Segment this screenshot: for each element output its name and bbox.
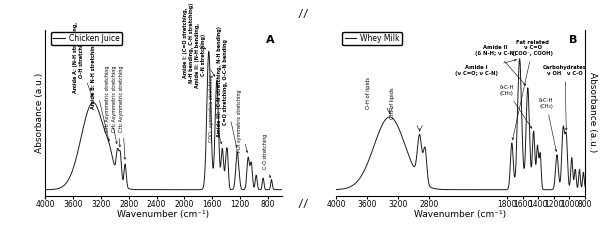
- Text: PO₂ symmetric stretching: PO₂ symmetric stretching: [237, 90, 248, 152]
- Text: CH₂ Asymmetric stretching: CH₂ Asymmetric stretching: [106, 66, 118, 144]
- Text: //: //: [297, 9, 309, 19]
- Text: δ-C-H
(CH₃): δ-C-H (CH₃): [500, 85, 532, 128]
- Text: Amide A: (N-H stretching,
O-H stretching): Amide A: (N-H stretching, O-H stretching…: [73, 22, 92, 96]
- Text: Amide I
(ν C=O; ν C-N): Amide I (ν C=O; ν C-N): [455, 59, 517, 76]
- Text: CH₂ Asymmetric stretching: CH₂ Asymmetric stretching: [112, 66, 121, 147]
- Text: Amide B: N-H stretching: Amide B: N-H stretching: [91, 42, 110, 141]
- Text: C-O stretching: C-O stretching: [263, 134, 271, 178]
- Text: Amide II
(δ N-H; ν C-N): Amide II (δ N-H; ν C-N): [475, 45, 526, 85]
- Text: //: //: [297, 199, 309, 209]
- Legend: Chicken Juice: Chicken Juice: [51, 32, 122, 45]
- Y-axis label: Absorbance (a.u.): Absorbance (a.u.): [35, 73, 44, 153]
- Text: CH₂ of lipids: CH₂ of lipids: [389, 87, 395, 119]
- Text: O-H of lipids: O-H of lipids: [366, 77, 371, 109]
- Legend: Whey Milk: Whey Milk: [343, 32, 401, 45]
- Text: COO⁻ symmetric stretching: COO⁻ symmetric stretching: [209, 75, 222, 144]
- Text: B: B: [569, 35, 578, 45]
- X-axis label: Wavenumber (cm⁻¹): Wavenumber (cm⁻¹): [118, 210, 209, 219]
- X-axis label: Wavenumber (cm⁻¹): Wavenumber (cm⁻¹): [415, 210, 506, 219]
- Text: CH₂ Asymmetric stretching: CH₂ Asymmetric stretching: [119, 66, 126, 159]
- Text: Carbohydrates
ν OH   ν C-O: Carbohydrates ν OH ν C-O: [543, 65, 587, 130]
- Text: A: A: [266, 35, 275, 45]
- Text: δ-C-H
(CH₃): δ-C-H (CH₃): [539, 98, 557, 151]
- Text: Amide I: (C=O stretching,
N-H bending, C-H stretching): Amide I: (C=O stretching, N-H bending, C…: [183, 2, 206, 83]
- Text: Fat related
ν C=O
(COO⁻, COOH): Fat related ν C=O (COO⁻, COOH): [512, 40, 553, 140]
- Text: Amide II: (N-H bending,
C-N stretching): Amide II: (N-H bending, C-N stretching): [196, 23, 215, 88]
- Text: Amide III: (C-N stretching, N-H bending)
C=O stretching, O-C-N bending: Amide III: (C-N stretching, N-H bending)…: [217, 27, 237, 147]
- Y-axis label: Absorbance (a.u.): Absorbance (a.u.): [588, 73, 597, 153]
